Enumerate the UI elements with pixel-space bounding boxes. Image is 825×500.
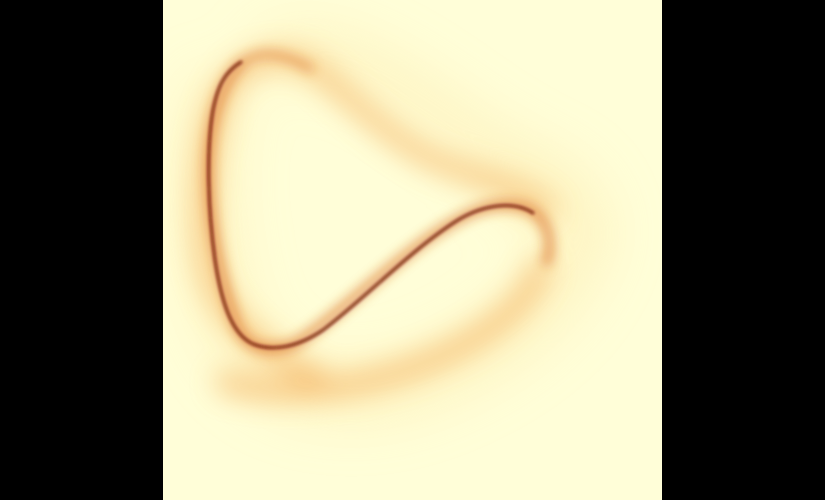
attractor-image: [163, 0, 662, 500]
glow-layer: [195, 49, 560, 399]
image-frame: [163, 0, 662, 500]
attractor-core-curve: [207, 60, 535, 350]
letterbox-right: [662, 0, 825, 500]
core-layer: [207, 60, 535, 350]
letterbox-left: [0, 0, 163, 500]
